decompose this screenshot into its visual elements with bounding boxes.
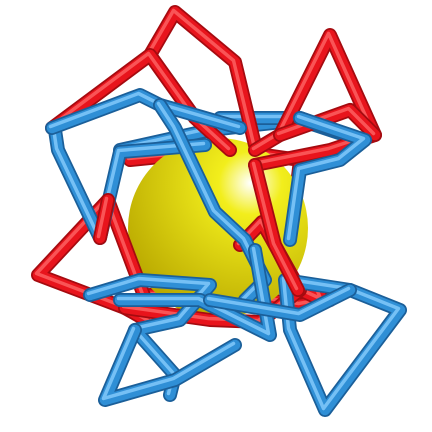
blue-cage [45,88,407,417]
front-overlaps [93,158,305,297]
blue-rod-lower-belt-shade [206,286,351,316]
blue-rod-bottom-right-shade [281,276,401,411]
blue-rod-right-shade [286,114,366,241]
red-rod-left-upper-shade [48,51,231,151]
red-rod-top-triangle-shade [146,8,256,146]
red-rod-overlap-2 [94,194,114,244]
blue-rod-upper-left-shade [48,91,241,129]
blue-rod-bottom-triangle [99,324,241,406]
blue-rod-bottom-center-shade [116,246,271,336]
red-rod-overlap-2-shade [96,196,109,239]
red-rod-overlap-1-shade [251,161,299,291]
blue-rod-bottom-triangle-shade [101,326,236,401]
